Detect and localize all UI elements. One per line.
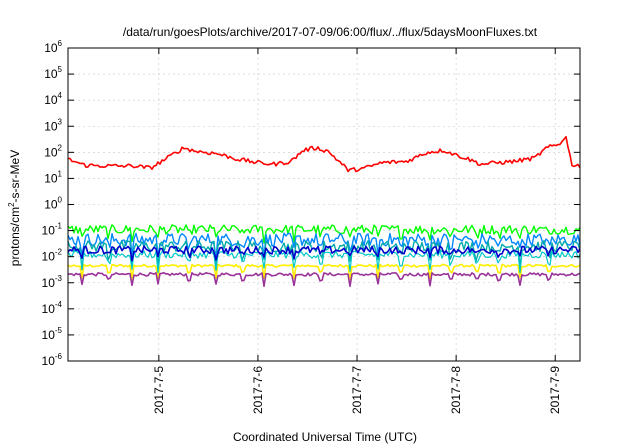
y-tick-exp: 2 (58, 143, 63, 152)
y-tick-base: 10 (44, 198, 58, 212)
grid (68, 47, 580, 362)
y-tick-exp: -5 (55, 326, 63, 335)
series-line (67, 232, 581, 260)
y-tick-label: 10-6 (42, 352, 63, 368)
y-tick-exp: -6 (55, 352, 63, 361)
x-axis-label: Coordinated Universal Time (UTC) (233, 430, 417, 444)
series-group (67, 135, 581, 287)
x-tick-label: 2017-7-8 (449, 366, 463, 414)
y-tick-label: 102 (44, 143, 62, 159)
y-tick-label: 106 (44, 39, 62, 55)
y-tick-exp: 5 (58, 65, 63, 74)
y-tick-label: 100 (44, 196, 62, 212)
series-line (67, 263, 581, 281)
x-tick-label: 2017-7-9 (548, 366, 562, 414)
y-tick-base: 10 (42, 224, 56, 238)
chart-title: /data/run/goesPlots/archive/2017-07-09/0… (123, 25, 538, 39)
y-tick-exp: 0 (58, 196, 63, 205)
x-tick-label: 2017-7-5 (152, 366, 166, 414)
y-tick-label: 101 (44, 169, 62, 185)
x-tick-label: 2017-7-7 (350, 366, 364, 414)
y-tick-base: 10 (44, 67, 58, 81)
series-line (67, 135, 581, 173)
y-tick-exp: -2 (55, 248, 63, 257)
y-axis-label-sup: 2 (7, 202, 16, 207)
y-tick-base: 10 (44, 171, 58, 185)
y-axis-label-prefix: protons/cm (8, 207, 22, 266)
y-tick-exp: -4 (55, 300, 63, 309)
y-tick-label: 10-4 (42, 300, 63, 316)
y-axis-label-suffix: -s-sr-MeV (8, 150, 22, 203)
series-line (67, 245, 581, 262)
y-tick-base: 10 (44, 41, 58, 55)
series-line (67, 250, 581, 274)
ticks (68, 47, 580, 362)
y-tick-labels: 10-610-510-410-310-210-11001011021031041… (42, 39, 63, 368)
y-tick-exp: -3 (55, 274, 63, 283)
y-tick-exp: 1 (58, 169, 63, 178)
y-tick-exp: 3 (58, 117, 63, 126)
y-tick-label: 10-5 (42, 326, 63, 342)
y-tick-base: 10 (42, 302, 56, 316)
y-tick-exp: -1 (55, 222, 63, 231)
y-tick-label: 105 (44, 65, 62, 81)
y-tick-label: 103 (44, 117, 62, 133)
y-tick-base: 10 (44, 145, 58, 159)
y-tick-base: 10 (42, 328, 56, 342)
y-axis-label: protons/cm2-s-sr-MeV (7, 150, 22, 266)
x-tick-labels: 2017-7-5 2017-7-6 2017-7-7 2017-7-8 2017-7-9 (152, 366, 562, 414)
y-tick-exp: 6 (58, 39, 63, 48)
y-tick-exp: 4 (58, 91, 63, 100)
y-tick-label: 10-2 (42, 248, 63, 264)
y-tick-base: 10 (42, 276, 56, 290)
y-tick-label: 10-3 (42, 274, 63, 290)
y-tick-base: 10 (42, 250, 56, 264)
series-line (67, 224, 581, 244)
y-tick-label: 10-1 (42, 222, 63, 238)
series-line (67, 272, 581, 287)
y-tick-base: 10 (44, 93, 58, 107)
x-tick-label: 2017-7-6 (251, 366, 265, 414)
y-tick-base: 10 (44, 119, 58, 133)
y-tick-label: 104 (44, 91, 62, 107)
y-tick-base: 10 (42, 354, 56, 368)
